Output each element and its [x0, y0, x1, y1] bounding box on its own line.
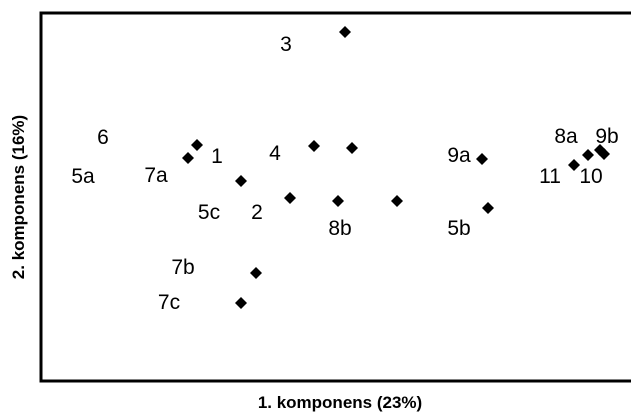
point-label-2: 2	[251, 201, 263, 224]
point-label-5b: 5b	[447, 217, 470, 240]
data-point-3	[182, 152, 194, 164]
plot-frame	[39, 11, 631, 383]
data-point-6	[476, 153, 488, 165]
point-label-5a: 5a	[71, 165, 95, 188]
point-label-5c: 5c	[198, 201, 220, 224]
point-label-8a: 8a	[554, 125, 578, 148]
data-point-12	[250, 267, 262, 279]
point-label-9a: 9a	[447, 144, 471, 167]
data-point-4	[308, 140, 320, 152]
point-label-1: 1	[211, 145, 223, 168]
data-point-8	[284, 192, 296, 204]
data-point-13	[235, 297, 247, 309]
data-point-11	[482, 202, 494, 214]
point-label-4: 4	[269, 142, 281, 165]
data-points	[182, 26, 610, 309]
point-label-3: 3	[280, 33, 292, 56]
data-point-14	[568, 159, 580, 171]
data-point-17	[598, 148, 610, 160]
data-point-1	[339, 26, 351, 38]
data-point-5	[346, 142, 358, 154]
point-label-9b: 9b	[595, 125, 618, 148]
y-axis-title: 2. komponens (16%)	[9, 115, 28, 279]
point-label-7c: 7c	[158, 291, 180, 314]
point-label-6: 6	[97, 126, 109, 149]
point-labels: 3 65a 7a 1 4 5c 2 8b 9a 5b 7b 7c 8a 9b 11 10	[71, 33, 618, 314]
data-point-15	[582, 149, 594, 161]
data-point-7	[235, 175, 247, 187]
point-label-7b: 7b	[171, 256, 194, 279]
data-point-10	[391, 195, 403, 207]
point-label-7a: 7a	[144, 164, 168, 187]
data-point-2	[191, 139, 203, 151]
point-label-8b: 8b	[328, 217, 351, 240]
point-label-10: 10	[579, 165, 602, 188]
data-point-9	[332, 195, 344, 207]
point-label-11: 11	[539, 165, 561, 188]
x-axis-title: 1. komponens (23%)	[258, 393, 422, 412]
